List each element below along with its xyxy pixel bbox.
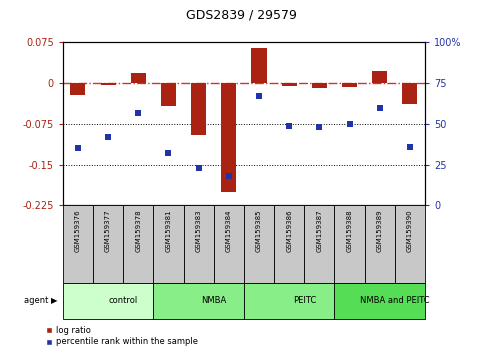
Bar [304, 205, 334, 283]
Text: GSM159376: GSM159376 [75, 209, 81, 252]
Bar [221, 83, 236, 192]
Point [255, 93, 263, 99]
Point [134, 110, 142, 115]
Bar [184, 205, 213, 283]
Legend: log ratio, percentile rank within the sample: log ratio, percentile rank within the sa… [43, 322, 201, 350]
Text: GSM159384: GSM159384 [226, 209, 232, 252]
Point [74, 145, 82, 151]
Bar [191, 83, 206, 135]
Bar [282, 83, 297, 86]
Point [346, 121, 354, 127]
Point [315, 124, 323, 130]
Point [406, 144, 414, 149]
Text: GSM159390: GSM159390 [407, 209, 413, 252]
Bar [402, 83, 417, 104]
Text: agent ▶: agent ▶ [25, 296, 58, 306]
Point [195, 165, 202, 171]
Bar [244, 283, 334, 319]
Text: GSM159377: GSM159377 [105, 209, 111, 252]
Bar [71, 83, 85, 95]
Point [225, 173, 233, 179]
Text: control: control [109, 296, 138, 306]
Bar [131, 73, 146, 83]
Bar [334, 283, 425, 319]
Bar [63, 205, 93, 283]
Bar [154, 283, 244, 319]
Bar [100, 83, 115, 85]
Text: GSM159388: GSM159388 [347, 209, 353, 252]
Text: GSM159378: GSM159378 [135, 209, 141, 252]
Text: PEITC: PEITC [293, 296, 316, 306]
Bar [312, 83, 327, 87]
Bar [342, 83, 357, 87]
Bar [93, 205, 123, 283]
Bar [365, 205, 395, 283]
Bar [334, 205, 365, 283]
Bar [274, 205, 304, 283]
Bar [154, 205, 184, 283]
Point [165, 150, 172, 156]
Text: GSM159381: GSM159381 [166, 209, 171, 252]
Text: GSM159387: GSM159387 [316, 209, 322, 252]
Bar [252, 48, 267, 83]
Bar [63, 283, 154, 319]
Text: NMBA and PEITC: NMBA and PEITC [360, 296, 430, 306]
Text: GSM159385: GSM159385 [256, 209, 262, 252]
Text: GDS2839 / 29579: GDS2839 / 29579 [186, 8, 297, 21]
Bar [244, 205, 274, 283]
Text: GSM159386: GSM159386 [286, 209, 292, 252]
Point [376, 105, 384, 110]
Point [104, 134, 112, 140]
Bar [123, 205, 154, 283]
Bar [213, 205, 244, 283]
Bar [372, 71, 387, 83]
Text: GSM159389: GSM159389 [377, 209, 383, 252]
Bar [395, 205, 425, 283]
Text: NMBA: NMBA [201, 296, 227, 306]
Bar [161, 83, 176, 106]
Point [285, 123, 293, 129]
Text: GSM159383: GSM159383 [196, 209, 201, 252]
